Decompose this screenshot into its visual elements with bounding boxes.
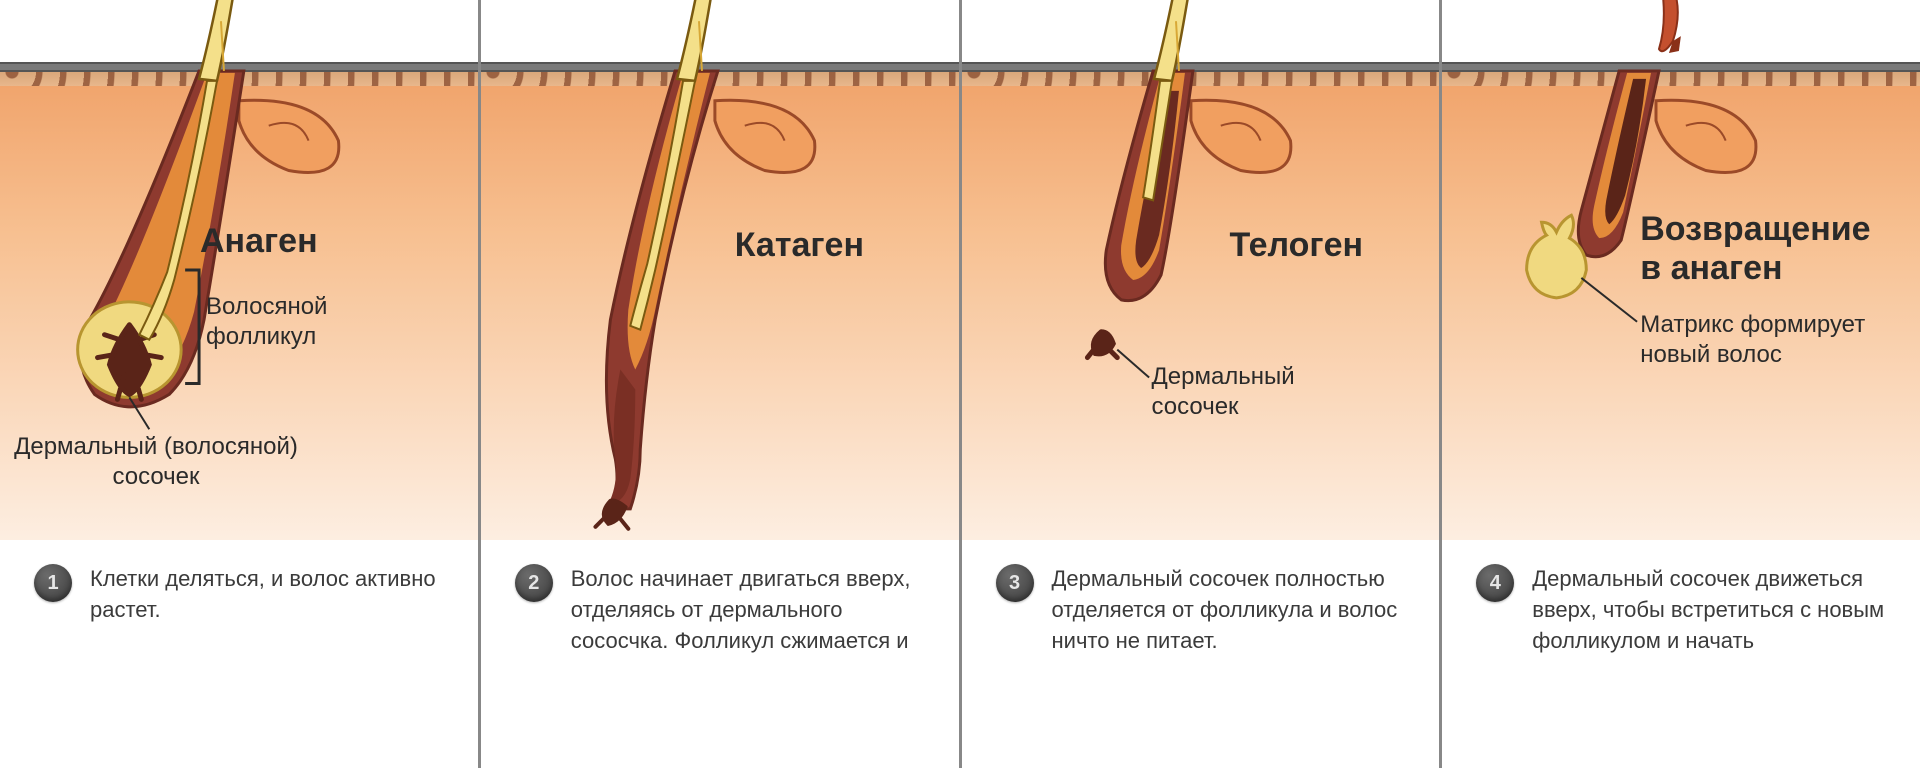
caption-catagen: 2 Волос начинает двигаться вверх, отделя… — [481, 540, 959, 768]
badge-4: 4 — [1476, 564, 1514, 602]
annot-dermal-papilla: Дермальный сосочек — [1152, 362, 1295, 422]
annot-matrix: Матрикс формирует новый волос — [1640, 310, 1865, 370]
caption-anagen: 1 Клетки деляться, и волос активно расте… — [0, 540, 478, 768]
badge-2: 2 — [515, 564, 553, 602]
caption-text-2: Волос начинает двигаться вверх, отделяяс… — [571, 564, 925, 656]
diagram-anagen: Анаген Волосяной фолликул Дермальный (во… — [0, 0, 478, 540]
caption-telogen: 3 Дермальный сосочек полностью отделяетс… — [962, 540, 1440, 768]
phase-title-telogen: Телоген — [1230, 226, 1364, 265]
badge-3: 3 — [996, 564, 1034, 602]
diagram-return-anagen: Возвращение в анаген Матрикс формирует н… — [1442, 0, 1920, 540]
diagram-telogen: Телоген Дермальный сосочек — [962, 0, 1440, 540]
phase-title-catagen: Катаген — [735, 226, 864, 265]
hair-cycle-infographic: Анаген Волосяной фолликул Дермальный (во… — [0, 0, 1920, 768]
panel-catagen: Катаген 2 Волос начинает двигаться вверх… — [481, 0, 962, 768]
phase-title-anagen: Анаген — [200, 222, 318, 261]
follicle-svg-catagen — [481, 0, 959, 540]
caption-text-3: Дермальный сосочек полностью отделяется … — [1052, 564, 1406, 656]
panel-return-anagen: Возвращение в анаген Матрикс формирует н… — [1442, 0, 1920, 768]
phase-title-return: Возвращение в анаген — [1640, 210, 1870, 288]
follicle-svg-telogen — [962, 0, 1440, 540]
panel-anagen: Анаген Волосяной фолликул Дермальный (во… — [0, 0, 481, 768]
badge-1: 1 — [34, 564, 72, 602]
diagram-catagen: Катаген — [481, 0, 959, 540]
caption-return: 4 Дермальный сосочек движеться вверх, чт… — [1442, 540, 1920, 768]
caption-text-1: Клетки деляться, и волос активно растет. — [90, 564, 444, 626]
caption-text-4: Дермальный сосочек движеться вверх, чтоб… — [1532, 564, 1886, 656]
annot-papilla: Дермальный (волосяной) сосочек — [6, 432, 306, 492]
panel-telogen: Телоген Дермальный сосочек 3 Дермальный … — [962, 0, 1443, 768]
annot-follicle: Волосяной фолликул — [206, 292, 327, 352]
